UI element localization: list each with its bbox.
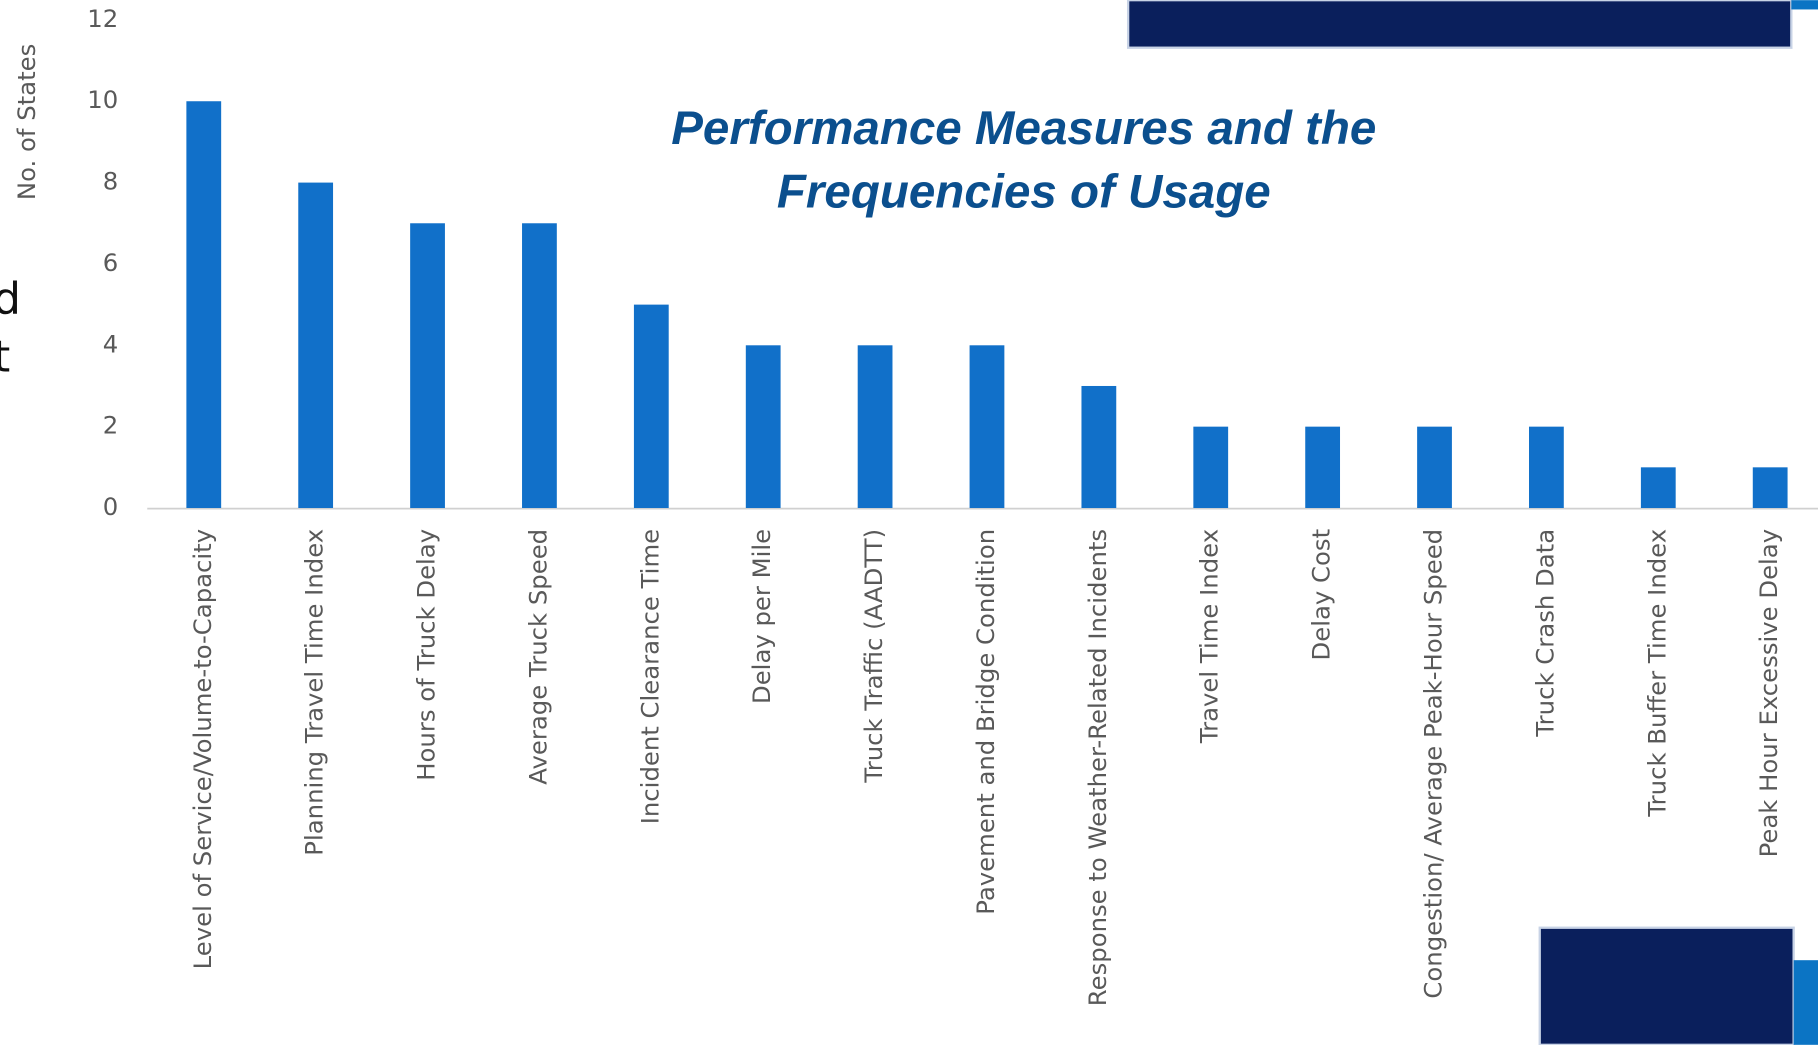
bar [1417,426,1452,509]
x-tick-label: Delay Cost [1307,529,1336,661]
x-tick-label: Delay per Mile [747,529,776,704]
bar [1529,426,1564,509]
bar [1193,426,1229,509]
decor-bar [1126,0,1793,49]
x-tick-label: Hours of Truck Delay [412,529,441,781]
bar [633,304,669,509]
bar [745,345,781,509]
x-tick-label: Truck Traffic (AADTT) [859,529,888,784]
bar [969,345,1005,509]
decor-bar [1791,0,1818,10]
x-tick-label: Peak Hour Excessive Delay [1754,529,1783,858]
x-tick-label: Truck Crash Data [1530,529,1559,738]
bar [186,101,222,509]
x-tick-label: Travel Time Index [1195,529,1224,744]
bar [1305,426,1341,509]
y-tick-label: 8 [103,167,118,196]
bar [1752,467,1788,509]
x-tick-label: Incident Clearance Time [635,529,664,824]
y-tick-label: 0 [103,492,118,521]
bar [410,223,445,509]
y-tick-label: 6 [103,248,118,277]
y-tick-label: 10 [87,85,118,114]
x-tick-label: Response to Weather-Related Incidents [1083,529,1112,1006]
x-tick-label: Level of Service/Volume-to-Capacity [188,529,217,969]
decor-bar [1793,960,1818,1045]
bar [857,345,893,509]
decor-bar [1538,926,1795,1045]
y-axis-label: No. of States [12,44,41,200]
bar [1640,467,1676,509]
y-tick-label: 4 [103,329,118,358]
bar [298,182,334,509]
chart-title: Frequencies of Usage [777,166,1271,219]
x-tick-label: Pavement and Bridge Condition [971,529,1000,915]
y-tick-label: 12 [87,4,118,33]
bar [1081,385,1117,509]
bar [522,223,557,509]
x-tick-label: Planning Travel Time Index [300,529,329,856]
slide-fragment: d [0,274,21,325]
x-tick-label: Congestion/ Average Peak-Hour Speed [1419,529,1448,999]
chart-title: Performance Measures and the [671,102,1376,155]
x-tick-label: Truck Buffer Time Index [1642,529,1671,818]
x-tick-label: Average Truck Speed [523,529,552,785]
slide-fragment: t [0,332,10,383]
y-tick-label: 2 [103,411,118,440]
